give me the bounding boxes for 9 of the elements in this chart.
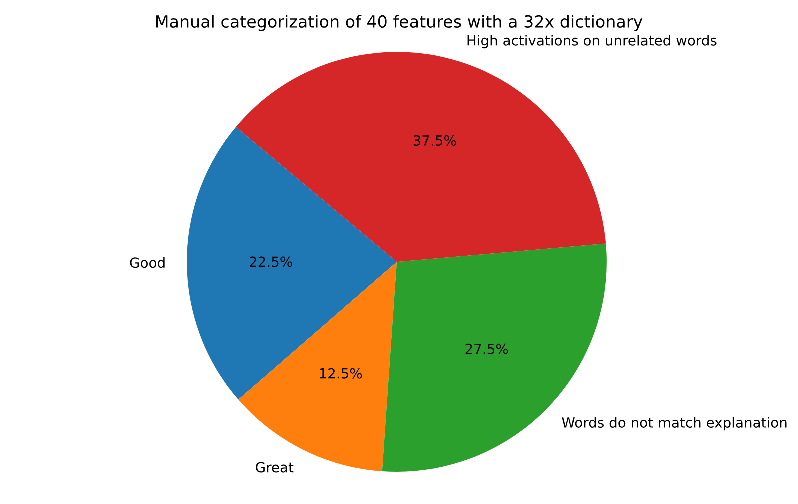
slice-label: Great [256,462,294,473]
slice-label: High activations on unrelated words [468,35,717,49]
data-label: 27.5% [466,344,508,354]
data-label: 12.5% [320,368,362,379]
slice-label: Good [130,257,165,268]
chart-title: Manual categorization of 40 features with a 32x dictionary [156,15,643,32]
data-label: 22.5% [250,256,292,268]
slice-label: Words do not match explanation [562,417,787,431]
data-label: 37.5% [414,135,456,146]
